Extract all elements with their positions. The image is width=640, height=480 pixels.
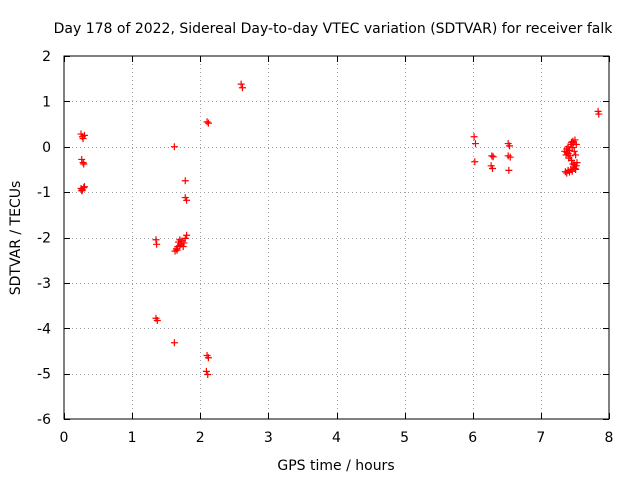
data-point bbox=[489, 165, 497, 173]
data-point bbox=[470, 133, 478, 141]
data-point bbox=[471, 158, 479, 166]
data-point bbox=[173, 246, 181, 254]
data-point bbox=[153, 317, 161, 325]
data-point bbox=[78, 155, 86, 163]
data-point bbox=[506, 153, 514, 161]
tick-labels: 0 1 2 3 4 5 6 7 8 -6 -5 -4 -3 -2 -1 0 1 2 bbox=[37, 49, 613, 446]
data-point bbox=[506, 142, 514, 150]
x-tick-label: 7 bbox=[536, 430, 545, 446]
data-point bbox=[571, 136, 579, 144]
data-point bbox=[563, 148, 571, 156]
data-point bbox=[489, 153, 497, 161]
data-point bbox=[488, 152, 496, 160]
y-tick-label: -2 bbox=[37, 231, 51, 247]
data-point bbox=[80, 183, 88, 191]
y-axis-title: SDTVAR / TECUs bbox=[8, 181, 24, 296]
y-tick-label: -4 bbox=[37, 321, 51, 337]
y-tick-label: -3 bbox=[37, 276, 51, 292]
data-point bbox=[78, 187, 86, 195]
x-tick-label: 2 bbox=[196, 430, 205, 446]
x-tick-label: 5 bbox=[400, 430, 409, 446]
data-point bbox=[569, 160, 577, 168]
data-point bbox=[176, 242, 184, 250]
data-point bbox=[183, 231, 191, 239]
data-point bbox=[80, 160, 88, 168]
data-point bbox=[565, 154, 573, 162]
data-point bbox=[204, 371, 212, 379]
data-point bbox=[572, 151, 580, 159]
data-point bbox=[183, 196, 191, 204]
x-tick-label: 0 bbox=[60, 430, 69, 446]
grid bbox=[64, 56, 609, 419]
y-tick-label: -6 bbox=[37, 412, 51, 428]
y-tick-label: 0 bbox=[42, 140, 51, 156]
data-point bbox=[471, 140, 479, 148]
data-point bbox=[203, 118, 211, 126]
data-point bbox=[80, 131, 88, 139]
data-point bbox=[572, 165, 580, 173]
y-tick-label: -5 bbox=[37, 367, 51, 383]
x-tick-label: 1 bbox=[128, 430, 137, 446]
data-point bbox=[595, 110, 603, 118]
y-tick-label: 2 bbox=[42, 49, 51, 65]
data-point bbox=[505, 166, 513, 174]
data-point bbox=[204, 354, 212, 362]
data-point bbox=[179, 243, 187, 251]
data-point bbox=[204, 119, 212, 127]
data-point bbox=[181, 234, 189, 242]
x-tick-label: 3 bbox=[264, 430, 273, 446]
data-point bbox=[572, 140, 580, 148]
data-point bbox=[570, 147, 578, 155]
data-point bbox=[181, 177, 189, 185]
data-point bbox=[238, 84, 246, 92]
y-tick-label: 1 bbox=[42, 94, 51, 110]
data-point bbox=[170, 339, 178, 347]
data-point bbox=[79, 159, 87, 167]
data-point bbox=[79, 135, 87, 143]
x-tick-label: 6 bbox=[468, 430, 477, 446]
x-tick-label: 8 bbox=[605, 430, 614, 446]
data-point bbox=[170, 143, 178, 151]
plot-frame bbox=[63, 55, 610, 420]
chart-title: Day 178 of 2022, Sidereal Day-to-day VTE… bbox=[54, 21, 614, 37]
y-tick-label: -1 bbox=[37, 185, 51, 201]
data-point bbox=[180, 239, 188, 247]
x-axis-title: GPS time / hours bbox=[277, 458, 394, 474]
x-tick-label: 4 bbox=[332, 430, 341, 446]
data-points bbox=[77, 80, 603, 379]
data-point bbox=[568, 144, 576, 152]
data-point bbox=[237, 80, 245, 88]
data-point bbox=[152, 236, 160, 244]
data-point bbox=[573, 159, 581, 167]
data-point bbox=[202, 367, 210, 375]
data-point bbox=[153, 240, 161, 248]
